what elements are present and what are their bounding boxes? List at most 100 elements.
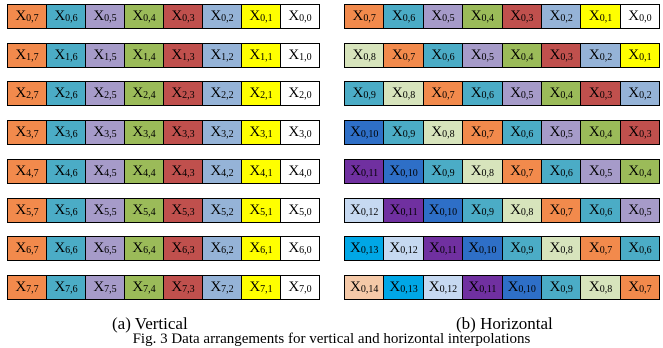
cell-subscript: 0,0 [639,13,652,24]
cell-label: X [350,124,361,140]
cell-label: X [171,202,183,218]
horizontal-cell: X 0,6 [580,198,621,223]
cell-label: X [15,279,27,295]
cell-label: X [588,279,600,295]
cell-subscript: 0,5 [481,52,495,63]
cell-subscript: 0,10 [360,129,379,140]
cell-subscript: 0,7 [402,52,416,63]
cell-label: X [288,279,300,295]
cell-label: X [54,202,66,218]
vertical-cell: X 4,6 [46,159,86,184]
horizontal-cell: X 0,10 [422,198,464,223]
cell-subscript: 2,1 [260,90,273,101]
horizontal-row: X 0,10 X 0,9 X 0,8 X 0,7 X 0,6 X 0,5 X 0,4 X 0,3 [344,120,661,145]
cell-subscript: 0,12 [400,245,418,256]
vertical-cell: X 5,4 [124,198,164,223]
cell-label: X [288,85,300,101]
cell-label: X [54,85,66,101]
horizontal-cell: X 0,8 [383,81,424,106]
vertical-cell: X 7,5 [85,275,125,300]
cell-subscript: 6,1 [260,245,273,256]
horizontal-cell: X 0,5 [501,81,542,106]
cell-label: X [352,47,364,63]
cell-label: X [510,8,521,24]
horizontal-cell: X 0,7 [383,43,424,68]
cell-subscript: 4,5 [104,168,117,179]
vertical-cell: X 3,2 [202,120,242,145]
cell-subscript: 0,9 [520,245,534,256]
cell-subscript: 0,4 [639,168,652,179]
vertical-row: X 0,7 X 0,6 X 0,5 X 0,4 X 0,3 X 0,2 X 0,1 X 0,0 [7,4,320,29]
cell-label: X [54,8,66,24]
cell-subscript: 0,4 [520,52,534,63]
vertical-row: X 6,7 X 6,6 X 6,5 X 6,4 X 6,3 X 6,2 X 6,1 X 6,0 [7,236,320,261]
cell-label: X [288,8,300,24]
cell-label: X [431,163,443,179]
vertical-cell: X 6,0 [280,236,320,261]
horizontal-cell: X 0,5 [580,159,621,184]
horizontal-cell: X 0,7 [580,236,621,261]
vertical-cell: X 4,3 [163,159,203,184]
cell-label: X [54,240,66,256]
cell-label: X [93,8,105,24]
cell-subscript: 3,4 [143,129,156,140]
vertical-cell: X 3,0 [280,120,320,145]
cell-subscript: 0,5 [104,13,117,24]
cell-subscript: 0,3 [182,13,195,24]
cell-subscript: 4,0 [299,168,312,179]
horizontal-cell: X 0,11 [383,198,424,223]
horizontal-cell: X 0,4 [501,43,542,68]
cell-subscript: 0,7 [363,13,376,24]
cell-subscript: 4,7 [26,168,39,179]
cell-subscript: 0,2 [560,13,573,24]
cell-label: X [507,279,519,295]
cell-subscript: 0,2 [599,52,613,63]
cell-subscript: 0,4 [481,13,495,24]
cell-subscript: 0,9 [363,90,376,101]
cell-subscript: 0,6 [402,13,416,24]
cell-label: X [132,47,144,63]
horizontal-cell: X 0,5 [462,43,503,68]
cell-label: X [628,202,640,218]
cell-subscript: 0,8 [363,52,376,63]
cell-subscript: 0,6 [560,168,573,179]
cell-label: X [549,240,561,256]
cell-label: X [470,47,482,63]
cell-subscript: 0,12 [360,207,379,218]
cell-label: X [132,279,144,295]
cell-subscript: 4,1 [260,168,273,179]
vertical-row: X 1,7 X 1,6 X 1,5 X 1,4 X 1,3 X 1,2 X 1,1 X 1,0 [7,43,320,68]
cell-subscript: 7,5 [104,284,117,295]
vertical-cell: X 0,6 [46,4,86,29]
cell-subscript: 0,6 [65,13,78,24]
cell-subscript: 0,7 [639,284,652,295]
cell-label: X [288,202,300,218]
cell-label: X [391,124,403,140]
vertical-cell: X 0,0 [280,4,320,29]
cell-subscript: 6,5 [104,245,117,256]
horizontal-cell: X 0,9 [540,275,582,300]
vertical-cell: X 3,3 [163,120,203,145]
vertical-cell: X 1,0 [280,43,320,68]
cell-subscript: 0,7 [481,129,495,140]
vertical-cell: X 3,6 [46,120,86,145]
horizontal-row: X 0,8 X 0,7 X 0,6 X 0,5 X 0,4 X 0,3 X 0,2 X 0,1 [344,43,661,68]
cell-label: X [510,202,521,218]
cell-subscript: 0,5 [599,168,613,179]
cell-subscript: 0,9 [402,129,416,140]
horizontal-cell: X 0,12 [344,198,385,223]
vertical-cell: X 0,2 [202,4,242,29]
cell-subscript: 0,3 [520,13,534,24]
cell-subscript: 0,10 [479,245,497,256]
cell-label: X [431,124,443,140]
vertical-cell: X 1,6 [46,43,86,68]
cell-label: X [510,240,521,256]
vertical-cell: X 7,6 [46,275,86,300]
cell-label: X [54,279,66,295]
cell-label: X [549,47,561,63]
horizontal-cell: X 0,10 [501,275,542,300]
cell-subscript: 0,8 [481,168,495,179]
cell-subscript: 2,4 [143,90,156,101]
cell-subscript: 0,11 [439,245,457,256]
cell-subscript: 0,6 [520,129,534,140]
